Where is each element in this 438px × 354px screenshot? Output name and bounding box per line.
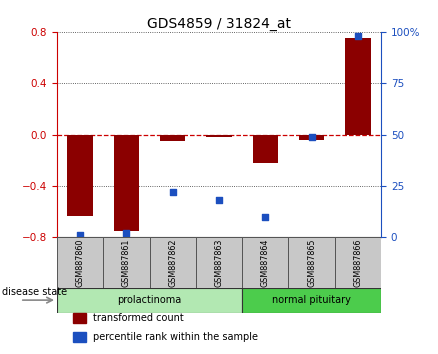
- Point: [262, 214, 269, 219]
- Bar: [299, 135, 324, 140]
- Bar: [242, 287, 381, 313]
- Bar: [73, 313, 86, 323]
- Point: [354, 33, 361, 39]
- Bar: [206, 135, 232, 137]
- Text: transformed count: transformed count: [92, 313, 184, 323]
- Bar: [103, 237, 149, 287]
- Text: GSM887863: GSM887863: [215, 238, 223, 287]
- Text: GSM887864: GSM887864: [261, 238, 270, 287]
- Text: GSM887860: GSM887860: [76, 238, 85, 287]
- Point: [169, 189, 176, 195]
- Text: GSM887866: GSM887866: [353, 238, 362, 287]
- Bar: [149, 237, 196, 287]
- Text: GSM887862: GSM887862: [168, 238, 177, 287]
- Text: disease state: disease state: [2, 287, 67, 297]
- Bar: [57, 287, 242, 313]
- Bar: [289, 237, 335, 287]
- Bar: [345, 38, 371, 135]
- Bar: [196, 237, 242, 287]
- Text: GSM887865: GSM887865: [307, 238, 316, 287]
- Point: [215, 198, 223, 203]
- Text: GSM887861: GSM887861: [122, 238, 131, 287]
- Bar: [73, 332, 86, 342]
- Bar: [57, 237, 103, 287]
- Point: [77, 233, 84, 238]
- Point: [123, 230, 130, 236]
- Bar: [242, 237, 289, 287]
- Bar: [67, 135, 93, 216]
- Title: GDS4859 / 31824_at: GDS4859 / 31824_at: [147, 17, 291, 31]
- Bar: [160, 135, 185, 141]
- Text: percentile rank within the sample: percentile rank within the sample: [92, 332, 258, 342]
- Text: normal pituitary: normal pituitary: [272, 295, 351, 305]
- Point: [308, 134, 315, 139]
- Text: prolactinoma: prolactinoma: [117, 295, 182, 305]
- Bar: [253, 135, 278, 163]
- Bar: [114, 135, 139, 231]
- Bar: [335, 237, 381, 287]
